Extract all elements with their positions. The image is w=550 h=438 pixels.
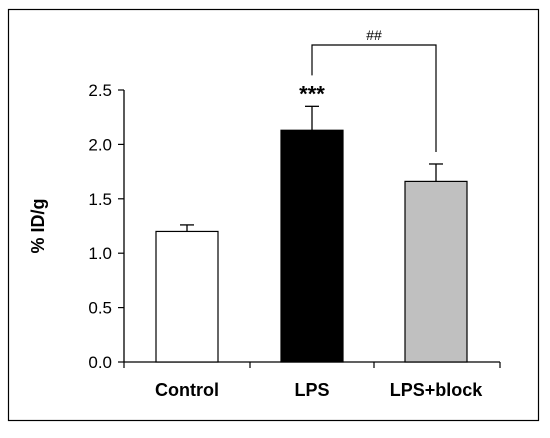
bar-control [155, 230, 219, 363]
comparison-bracket [311, 44, 437, 152]
x-category-label: LPS [294, 380, 329, 400]
x-category-label: Control [155, 380, 219, 400]
y-tick-label: 0.5 [88, 299, 112, 318]
y-ticks: 0.0 0.5 1.0 1.5 2.0 2.5 [88, 81, 124, 372]
y-axis-label: % ID/g [28, 198, 48, 253]
comparison-marker: ## [366, 27, 382, 43]
annotations: *** ## [299, 27, 437, 152]
x-categories: Control LPS LPS+block [155, 380, 483, 400]
significance-stars: *** [299, 81, 325, 106]
x-category-label: LPS+block [390, 380, 484, 400]
y-tick-label: 1.5 [88, 190, 112, 209]
y-tick-label: 2.5 [88, 81, 112, 100]
error-bars [180, 105, 443, 232]
bar-lps [280, 129, 344, 363]
y-tick-label: 2.0 [88, 135, 112, 154]
y-tick-label: 1.0 [88, 244, 112, 263]
bar-lps-block [404, 180, 468, 363]
y-tick-label: 0.0 [88, 353, 112, 372]
